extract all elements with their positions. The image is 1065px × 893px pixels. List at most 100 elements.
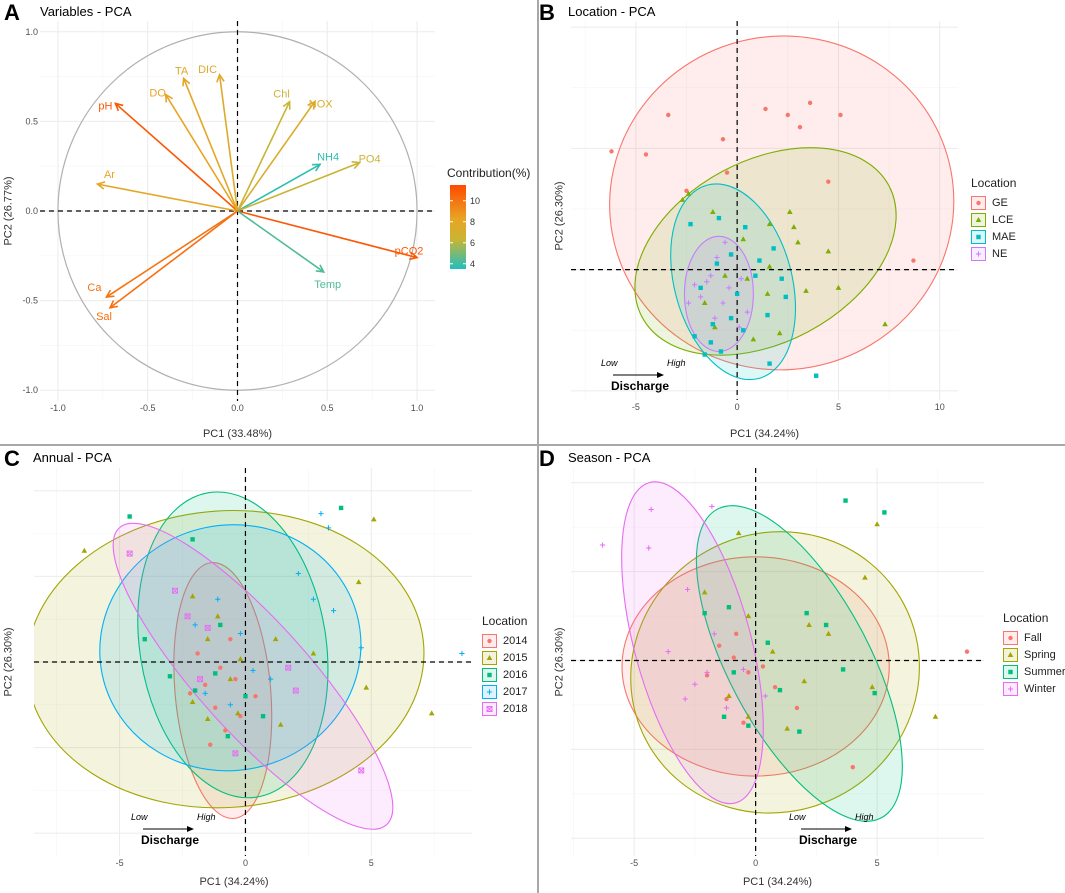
point-2017 (250, 667, 256, 674)
point-mae (734, 291, 740, 297)
vector-ta (182, 78, 239, 212)
color-bar-gradient (450, 185, 466, 269)
legend-key-symbol (487, 672, 492, 677)
legend-label: NE (992, 247, 1008, 260)
vector-label-sal: Sal (96, 311, 112, 323)
legend-key-marker (976, 234, 981, 239)
point-2017 (295, 570, 301, 577)
legend-item-lce: LCE (971, 211, 1016, 228)
legend-key-marker (1007, 685, 1014, 692)
legend-d: Location Fall Spring Summer Winter (1003, 611, 1065, 697)
confidence-ellipse-2014 (173, 562, 273, 820)
annotation-discharge: Discharge (141, 833, 199, 847)
point-summer (721, 714, 727, 719)
legend-label: MAE (992, 230, 1016, 243)
legend-key (971, 195, 986, 210)
point-2014 (228, 636, 233, 642)
legend-item-ge: GE (971, 194, 1016, 211)
x-tick-label: -5 (632, 402, 640, 412)
plot-area-d: -505630-3-6LowHighDischarge (571, 468, 984, 868)
x-tick-label: 10 (935, 402, 945, 412)
point-lce (722, 272, 728, 278)
point-lce (712, 324, 718, 330)
point-summer (702, 610, 707, 616)
point-spring (701, 589, 708, 595)
legend-key (482, 684, 497, 699)
point-2016 (167, 674, 173, 679)
point-ne (691, 282, 698, 288)
vector-dic (218, 74, 239, 212)
panel-letter-d: D (539, 446, 555, 471)
annotation-high: High (197, 812, 216, 822)
legend-b: Location GE LCE MAE NE (971, 176, 1016, 262)
point-lce (701, 299, 708, 305)
point-2018 (197, 676, 204, 683)
chart-svg-d: -505630-3-6LowHighDischarge (571, 468, 984, 868)
chart-svg-b: -50510840-4LowHighDischarge (571, 21, 958, 412)
point-fall (734, 631, 739, 637)
point-2017 (459, 650, 465, 657)
point-ne (736, 324, 742, 330)
legend-key (1003, 630, 1018, 645)
point-fall (704, 673, 710, 678)
legend-label: 2018 (503, 702, 528, 715)
point-summer (882, 510, 887, 515)
legend-item-2014: 2014 (482, 632, 527, 649)
point-spring (735, 530, 742, 536)
confidence-ellipse-mae (670, 183, 797, 381)
panel-separator-horizontal (0, 444, 1065, 446)
point-lce (679, 196, 686, 202)
panel-b: B Location - PCA -50510840-4LowHighDisch… (539, 0, 1065, 444)
vector-ca (105, 210, 238, 298)
x-tick-label: 0 (243, 858, 248, 868)
x-tick-label: 0 (735, 402, 740, 412)
point-ne (685, 300, 692, 306)
point-winter (692, 681, 698, 687)
vector-arrowhead (282, 100, 291, 110)
panel-title-c: Annual - PCA (33, 450, 112, 465)
point-lce (803, 287, 809, 293)
legend-key-marker (975, 216, 982, 222)
point-lce (764, 290, 771, 296)
point-summer (726, 605, 732, 610)
point-mae (728, 315, 734, 321)
vector-po4 (237, 161, 360, 212)
x-tick-label: -5 (116, 858, 124, 868)
vector-arrowhead (104, 289, 115, 299)
legend-key-marker (486, 705, 493, 712)
legend-key (482, 667, 497, 682)
x-tick-label: 0 (753, 858, 758, 868)
panel-a: A Variables - PCA pH DO TA DIC Chl NOX NH4 PO4 A… (0, 0, 537, 444)
point-summer (746, 723, 751, 728)
x-tick-label: 5 (836, 402, 841, 412)
point-ne (722, 239, 728, 245)
point-2017 (318, 511, 324, 517)
confidence-ellipse-lce (634, 147, 897, 356)
point-ne (720, 300, 726, 306)
point-mae (718, 349, 724, 354)
x-axis-label-d: PC1 (34.24%) (742, 876, 813, 888)
point-mae (692, 334, 697, 339)
vector-label-po4: PO4 (359, 154, 381, 166)
vector-arrowhead (409, 251, 419, 261)
point-2016 (192, 688, 198, 693)
point-2015 (363, 684, 370, 690)
legend-key-symbol (486, 705, 493, 712)
x-tick-label: 5 (369, 858, 374, 868)
point-winter (711, 631, 717, 637)
point-2016 (213, 671, 218, 676)
legend-key (1003, 647, 1018, 662)
point-fall (850, 764, 856, 770)
confidence-ellipse-2017 (99, 524, 362, 772)
point-2016 (260, 714, 266, 719)
legend-label: LCE (992, 213, 1014, 226)
vector-arrowhead (312, 163, 322, 172)
point-2017 (325, 525, 332, 531)
point-winter (709, 503, 715, 510)
y-tick-label: 0.5 (25, 116, 38, 126)
point-2015 (235, 710, 241, 716)
annotation-arrow-head (845, 826, 852, 832)
annotation-discharge: Discharge (611, 379, 669, 393)
point-2015 (355, 579, 362, 585)
point-2017 (237, 630, 244, 637)
